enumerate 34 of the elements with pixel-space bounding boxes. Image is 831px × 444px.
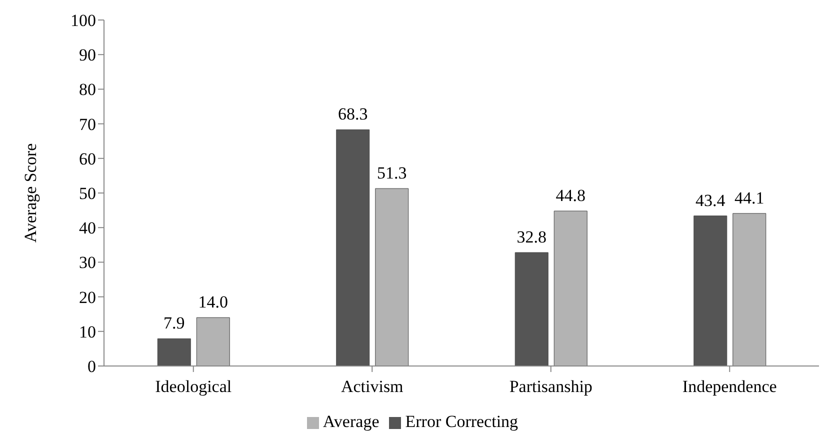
x-tick-label: Independence xyxy=(682,377,777,396)
data-label: 14.0 xyxy=(198,292,228,312)
data-label: 43.4 xyxy=(696,190,726,210)
legend-label: Average xyxy=(322,412,380,431)
y-tick-label: 20 xyxy=(79,288,96,307)
y-tick-label: 40 xyxy=(79,218,96,238)
data-label: 44.1 xyxy=(734,188,764,208)
bar xyxy=(694,216,728,366)
y-tick-label: 100 xyxy=(70,11,96,30)
y-tick-label: 10 xyxy=(79,322,96,342)
x-tick-label: Activism xyxy=(340,377,404,396)
data-label: 7.9 xyxy=(164,314,185,333)
data-label: 68.3 xyxy=(338,104,368,124)
data-label: 32.8 xyxy=(516,228,546,247)
y-axis-title: Average Score xyxy=(21,143,40,243)
x-tick-label: Ideological xyxy=(155,377,232,396)
data-label: 44.8 xyxy=(556,186,586,205)
y-tick-label: 80 xyxy=(79,80,96,100)
y-tick-label: 70 xyxy=(79,114,96,134)
y-tick-label: 90 xyxy=(79,46,96,65)
bar xyxy=(375,188,409,366)
bar xyxy=(514,252,548,366)
y-tick-label: 60 xyxy=(79,149,96,168)
legend-label: Error Correcting xyxy=(405,412,518,431)
bar xyxy=(336,129,370,366)
bar xyxy=(157,338,191,366)
y-tick-label: 0 xyxy=(88,357,96,376)
bar xyxy=(732,213,766,366)
y-tick-label: 30 xyxy=(79,253,96,272)
data-label: 51.3 xyxy=(377,164,407,182)
bar xyxy=(196,317,230,366)
x-tick-label: Partisanship xyxy=(509,377,592,396)
y-tick-label: 50 xyxy=(79,184,96,204)
bar xyxy=(554,210,588,366)
